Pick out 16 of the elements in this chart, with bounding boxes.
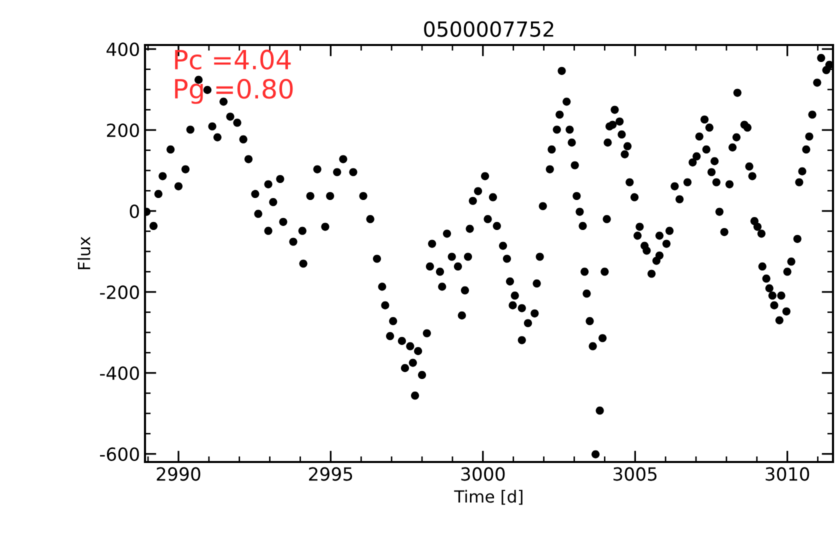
y-tick-label: -600 — [100, 447, 139, 462]
x-tick-label: 2990 — [156, 467, 200, 481]
y-tick-label: 0 — [130, 204, 139, 218]
y-tick-label: 200 — [107, 123, 139, 138]
chart-title: 0500007752 — [424, 21, 554, 37]
x-tick-label: 3010 — [766, 467, 810, 481]
annotation: Pc =4.04 — [175, 50, 291, 70]
y-axis-title: Flux — [77, 236, 90, 270]
y-tick-label: -400 — [100, 366, 139, 380]
y-tick-label: 400 — [106, 42, 139, 56]
x-tick-label: 3005 — [614, 467, 657, 481]
x-tick-label: 2995 — [309, 467, 352, 481]
x-axis-title: Time [d] — [454, 490, 522, 505]
annotation: Pg =0.80 — [175, 78, 293, 104]
y-tick-label: -200 — [100, 285, 139, 300]
x-tick-label: 3000 — [461, 467, 505, 481]
